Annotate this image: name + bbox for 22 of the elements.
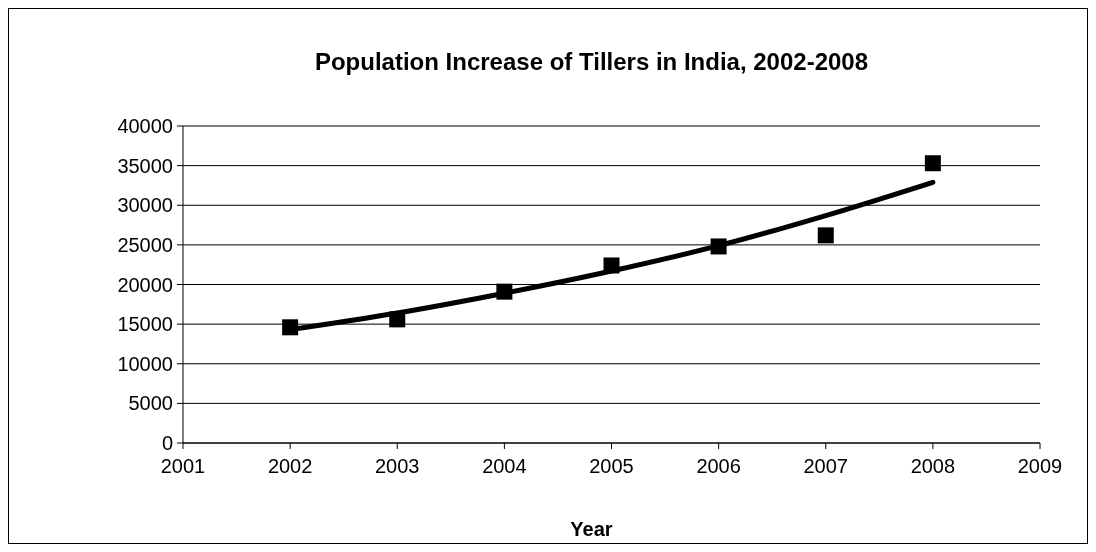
x-tick-label: 2003 — [375, 455, 420, 477]
chart-title: Population Increase of Tillers in India, 2002-2008 — [314, 48, 869, 75]
y-tick-label: 40000 — [117, 115, 173, 137]
x-tick-label: 2006 — [696, 455, 741, 477]
x-tick-label: 2001 — [160, 455, 206, 477]
x-tick-label: 2008 — [910, 455, 956, 477]
y-tick-label: 10000 — [117, 352, 173, 375]
x-tick-label: 2009 — [1017, 455, 1063, 477]
y-tick-label: 20000 — [117, 273, 173, 296]
x-axis-title: Year — [570, 518, 613, 540]
y-tick-label: 15000 — [117, 313, 173, 336]
x-tick-label: 2005 — [589, 455, 634, 477]
y-tick-label: 5000 — [128, 392, 173, 415]
y-tick-label: 35000 — [117, 154, 173, 177]
y-tick-label: 25000 — [117, 233, 173, 256]
y-tick-label: 0 — [161, 432, 173, 454]
point — [817, 227, 834, 244]
y-tick-label: 30000 — [117, 194, 173, 217]
x-tick-label: 2002 — [267, 455, 313, 477]
x-tick-label: 2004 — [482, 455, 527, 477]
x-tick-label: 2007 — [803, 455, 848, 477]
point — [924, 155, 941, 172]
